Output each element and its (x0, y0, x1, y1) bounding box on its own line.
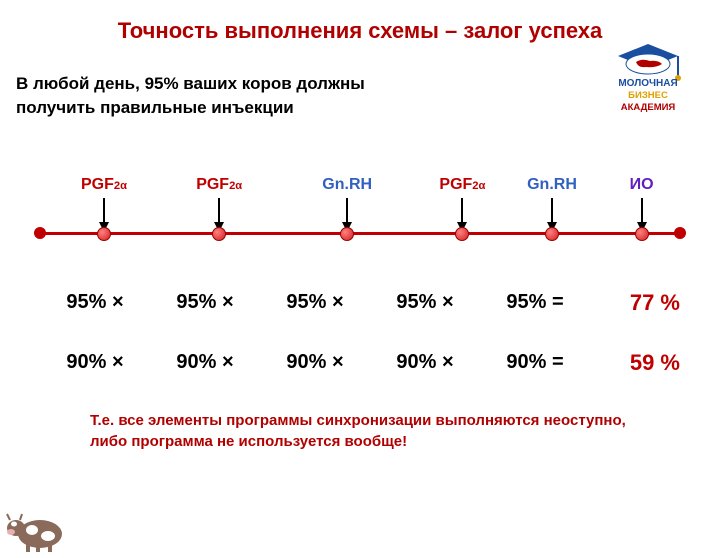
timeline-dot (340, 227, 354, 241)
timeline-label-4: Gn.RH (527, 176, 577, 194)
calc-cell: 95% × (150, 291, 260, 314)
timeline-label-5: ИО (630, 176, 654, 194)
calc-cell: 90% × (370, 351, 480, 374)
calc-result: 77 % (590, 290, 680, 316)
calc-cell: 95% × (260, 291, 370, 314)
timeline-start-dot (34, 227, 46, 239)
calc-result: 59 % (590, 350, 680, 376)
timeline-dot (212, 227, 226, 241)
timeline-dot (545, 227, 559, 241)
brand-logo: МОЛОЧНАЯ БИЗНЕС АКАДЕМИЯ (588, 26, 708, 116)
calc-cell: 95% × (40, 291, 150, 314)
calculation-rows: 95% ×95% ×95% ×95% ×95% =77 %90% ×90% ×9… (40, 290, 680, 376)
logo-word3: АКАДЕМИЯ (621, 102, 676, 113)
calc-cell: 90% × (150, 351, 260, 374)
calc-cell: 90% × (40, 351, 150, 374)
timeline-dot (455, 227, 469, 241)
timeline-dot (97, 227, 111, 241)
timeline-label-3: PGF2α (439, 176, 485, 194)
timeline-end-dot (674, 227, 686, 239)
logo-word2: БИЗНЕС (628, 90, 668, 101)
timeline-axis (40, 232, 680, 235)
timeline-label-1: PGF2α (196, 176, 242, 194)
calc-cell: 90% × (260, 351, 370, 374)
calc-cell: 95% = (480, 291, 590, 314)
logo-word1: МОЛОЧНАЯ (618, 78, 677, 89)
calc-cell: 95% × (370, 291, 480, 314)
cow-illustration (0, 500, 70, 552)
footnote: Т.е. все элементы программы синхронизаци… (90, 410, 660, 452)
timeline-diagram: PGF2αPGF2αGn.RHPGF2αGn.RHИО (40, 180, 680, 260)
calc-cell: 90% = (480, 351, 590, 374)
timeline-dot (635, 227, 649, 241)
timeline-label-2: Gn.RH (322, 176, 372, 194)
timeline-label-0: PGF2α (81, 176, 127, 194)
calc-row-0: 95% ×95% ×95% ×95% ×95% =77 % (40, 290, 680, 316)
calc-row-1: 90% ×90% ×90% ×90% ×90% =59 % (40, 350, 680, 376)
